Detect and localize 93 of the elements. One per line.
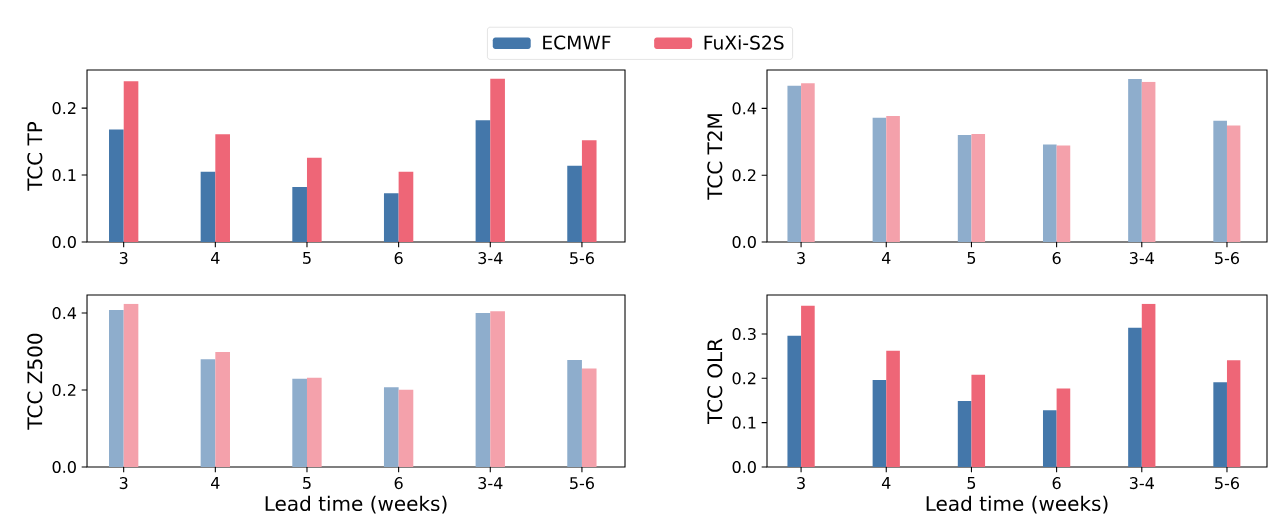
bar (292, 187, 307, 242)
x-tick-label: 5 (303, 252, 311, 264)
bar (801, 83, 815, 242)
y-tick-label: 0.4 (732, 102, 757, 115)
bar (1213, 382, 1227, 467)
bar (1056, 145, 1071, 242)
x-tick-label: 6 (1052, 477, 1061, 490)
y-tick-label: 0.1 (732, 416, 756, 429)
bar (383, 193, 399, 242)
x-tick-label: 4 (211, 477, 220, 489)
bar (215, 134, 230, 242)
x-tick-label: 5 (967, 477, 976, 489)
bar (872, 380, 887, 467)
y-tick-label: 0.1 (52, 169, 76, 182)
bar (1128, 327, 1142, 467)
x-tick-label: 6 (394, 252, 403, 265)
y-tick-label: 0.2 (52, 102, 76, 115)
bar (971, 134, 986, 242)
y-tick-label: 0.0 (52, 235, 76, 249)
bar (787, 85, 802, 242)
y-tick-label: 0.0 (732, 460, 756, 474)
bar (292, 378, 307, 467)
bar (1128, 79, 1142, 242)
x-tick-label: 5 (303, 477, 311, 489)
bar (801, 305, 815, 467)
bar (398, 389, 414, 467)
x-tick-label: 3-4 (478, 477, 503, 490)
x-tick-label: 3 (119, 252, 128, 265)
bar (971, 374, 986, 467)
bar (1141, 303, 1156, 467)
bar (957, 135, 972, 242)
bar (567, 165, 582, 242)
bar (306, 157, 322, 242)
x-tick-label: 3-4 (478, 252, 503, 265)
x-tick-label: 5-6 (1215, 477, 1240, 490)
bar (957, 400, 972, 467)
bar (306, 377, 322, 467)
bar (886, 116, 900, 242)
bar (1213, 120, 1227, 242)
bar (398, 171, 414, 242)
bar (787, 335, 802, 467)
y-tick-label: 0.2 (52, 383, 76, 397)
bar (475, 120, 491, 242)
y-axis-title: TCC OLR (707, 338, 723, 425)
y-axis-title: TCC TP (27, 121, 43, 191)
bar (886, 350, 900, 467)
y-tick-label: 0.2 (732, 169, 756, 182)
bar (109, 309, 124, 467)
bar (215, 351, 230, 467)
y-axis-title: TCC T2M (707, 114, 723, 200)
legend-label: ECMWF (543, 35, 611, 50)
x-tick-label: 4 (211, 252, 220, 264)
x-tick-label: 3 (797, 477, 805, 490)
x-tick-label: 3 (797, 252, 805, 265)
bar (475, 313, 491, 467)
y-tick-label: 0.4 (52, 307, 77, 320)
bar (123, 303, 139, 467)
bar (567, 360, 582, 467)
bar (109, 129, 124, 242)
bar (123, 81, 139, 242)
x-tick-label: 3-4 (1129, 477, 1154, 490)
bar (581, 368, 597, 467)
x-tick-label: 5 (967, 252, 976, 264)
bar (1056, 388, 1071, 467)
x-axis-title: Lead time (weeks) (265, 495, 447, 514)
y-tick-label: 0.0 (52, 460, 76, 474)
bar (200, 359, 216, 467)
x-axis-title: Lead time (weeks) (926, 495, 1108, 514)
x-tick-label: 6 (394, 477, 403, 490)
bar (490, 311, 505, 467)
x-tick-label: 5-6 (570, 477, 594, 490)
bar (200, 171, 216, 242)
bar (1042, 144, 1057, 242)
bar (1226, 125, 1241, 242)
x-tick-label: 3-4 (1129, 252, 1154, 265)
x-tick-label: 6 (1052, 252, 1061, 265)
bar (1042, 410, 1057, 467)
x-tick-label: 3 (119, 477, 128, 490)
y-tick-label: 0.3 (732, 327, 756, 341)
bar (490, 78, 505, 242)
y-axis-title: TCC Z500 (27, 333, 43, 430)
bar (1141, 81, 1156, 242)
bar (581, 140, 597, 242)
y-tick-label: 0.0 (732, 235, 756, 249)
bar (383, 387, 399, 467)
bar (872, 117, 887, 242)
x-tick-label: 4 (881, 252, 891, 264)
legend-label: FuXi-S2S (704, 35, 784, 50)
y-tick-label: 0.2 (732, 372, 756, 385)
x-tick-label: 5-6 (1215, 252, 1240, 265)
bar (1226, 360, 1241, 467)
x-tick-label: 4 (881, 477, 891, 489)
x-tick-label: 5-6 (570, 252, 594, 265)
